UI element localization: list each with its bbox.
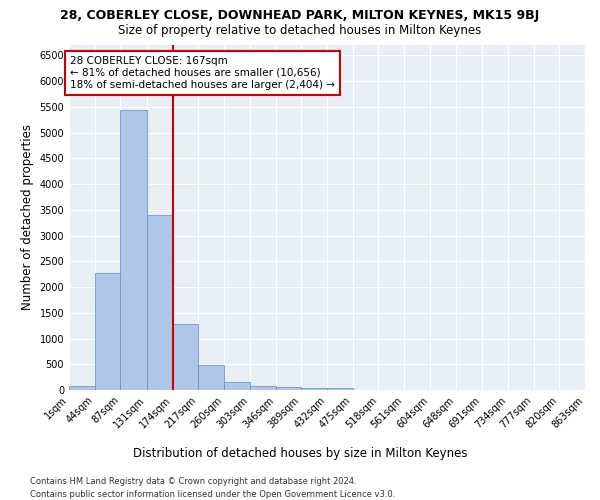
Text: 28, COBERLEY CLOSE, DOWNHEAD PARK, MILTON KEYNES, MK15 9BJ: 28, COBERLEY CLOSE, DOWNHEAD PARK, MILTO… [61,9,539,22]
Bar [147,215,173,390]
Bar [69,386,95,390]
Bar [327,388,353,390]
Bar [301,388,327,390]
Bar [250,386,275,390]
Text: Contains HM Land Registry data © Crown copyright and database right 2024.: Contains HM Land Registry data © Crown c… [30,478,356,486]
Bar [173,324,198,390]
Bar [121,110,147,390]
Text: 28 COBERLEY CLOSE: 167sqm
← 81% of detached houses are smaller (10,656)
18% of s: 28 COBERLEY CLOSE: 167sqm ← 81% of detac… [70,56,335,90]
Y-axis label: Number of detached properties: Number of detached properties [21,124,34,310]
Bar [198,366,224,390]
Text: Size of property relative to detached houses in Milton Keynes: Size of property relative to detached ho… [118,24,482,37]
Bar [275,387,301,390]
Text: Contains public sector information licensed under the Open Government Licence v3: Contains public sector information licen… [30,490,395,499]
Bar [224,382,250,390]
Bar [95,272,121,390]
Text: Distribution of detached houses by size in Milton Keynes: Distribution of detached houses by size … [133,448,467,460]
